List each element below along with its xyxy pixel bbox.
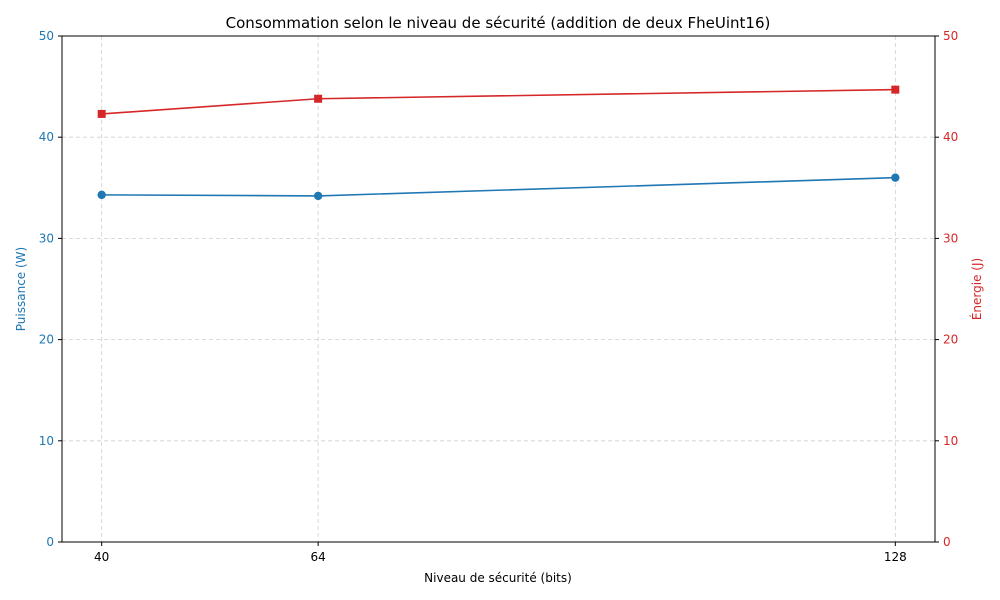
y-left-tick-label-4: 40 bbox=[39, 130, 54, 144]
y-axis-label-right: Énergie (J) bbox=[969, 258, 984, 320]
y-left-tick-label-1: 10 bbox=[39, 434, 54, 448]
y-right-tick-label-0: 0 bbox=[943, 535, 951, 549]
series-layer bbox=[97, 85, 900, 201]
y-right-tick-label-4: 40 bbox=[943, 130, 958, 144]
y-left-tick-label-5: 50 bbox=[39, 29, 54, 43]
y-right-tick-label-2: 20 bbox=[943, 333, 958, 347]
y-left-tick-label-0: 0 bbox=[46, 535, 54, 549]
series-1-point-2 bbox=[891, 85, 900, 94]
series-0-point-1 bbox=[313, 191, 323, 201]
x-tick-label-0: 40 bbox=[94, 550, 109, 564]
x-tick-label-2: 128 bbox=[884, 550, 907, 564]
chart-title: Consommation selon le niveau de sécurité… bbox=[226, 14, 771, 32]
y-left-tick-label-2: 20 bbox=[39, 333, 54, 347]
series-0-point-2 bbox=[891, 173, 900, 182]
grid bbox=[62, 35, 935, 543]
series-1-line bbox=[101, 88, 896, 115]
y-left-tick-label-3: 30 bbox=[39, 231, 54, 245]
axes: 40 64 128 0 10 20 30 40 50 0 10 20 30 40 50 bbox=[39, 29, 959, 564]
series-0-line bbox=[101, 176, 896, 197]
series-0-point-0 bbox=[97, 190, 106, 200]
y-right-tick-label-3: 30 bbox=[943, 231, 958, 245]
y-right-tick-label-5: 50 bbox=[943, 29, 958, 43]
series-1-point-1 bbox=[314, 94, 323, 103]
y-right-tick-label-1: 10 bbox=[943, 434, 958, 448]
x-axis-label: Niveau de sécurité (bits) bbox=[424, 571, 572, 585]
series-1-point-0 bbox=[97, 109, 106, 118]
plot-frame bbox=[61, 35, 936, 543]
x-tick-label-1: 64 bbox=[310, 550, 325, 564]
y-axis-label-left: Puissance (W) bbox=[14, 247, 28, 331]
